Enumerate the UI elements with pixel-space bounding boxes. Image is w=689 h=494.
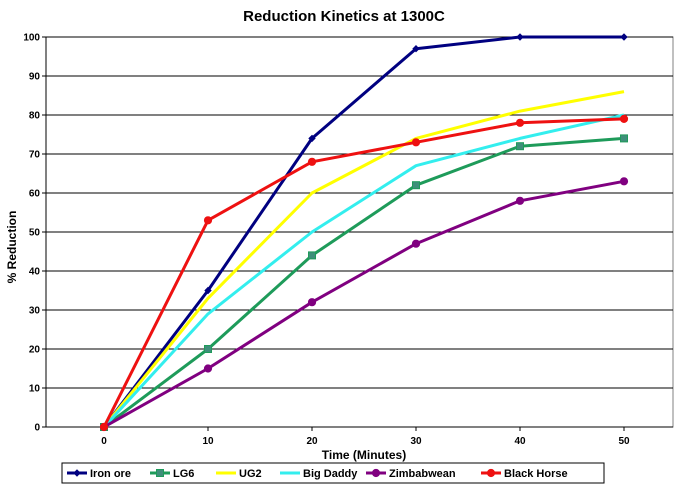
legend-label: UG2 — [239, 468, 262, 480]
series-line-zimbabwean — [103, 179, 625, 429]
legend-label: Iron ore — [90, 468, 131, 480]
series-black-horse — [99, 114, 629, 432]
legend-item-ug2: UG2 — [216, 468, 262, 480]
legend-item-iron-ore: Iron ore — [67, 468, 131, 480]
data-point-lg6 — [412, 181, 420, 190]
series-big-daddy — [102, 113, 625, 429]
legend-item-big-daddy: Big Daddy — [280, 468, 358, 480]
data-point-iron-ore — [412, 44, 420, 53]
y-axis-label: % Reduction — [5, 211, 19, 284]
series-ug2 — [102, 90, 625, 428]
y-tick-label: 40 — [29, 267, 41, 278]
y-tick-label: 20 — [29, 345, 41, 356]
series-line-black-horse — [102, 117, 625, 428]
data-point-iron-ore — [620, 33, 628, 41]
data-point-iron-ore — [204, 286, 212, 295]
legend-label: Big Daddy — [303, 468, 358, 480]
legend-label: Black Horse — [504, 468, 568, 480]
series-lines — [99, 33, 629, 432]
legend-label: LG6 — [173, 468, 194, 480]
series-line-big-daddy — [102, 113, 625, 429]
y-tick-labels: 0 10 20 30 40 50 60 70 80 90 100 — [23, 33, 46, 434]
x-axis-label: Time (Minutes) — [322, 448, 406, 462]
data-point-zimbabwean — [619, 177, 629, 186]
data-point-black-horse — [515, 118, 525, 127]
data-point-lg6 — [516, 142, 524, 151]
data-point-lg6 — [204, 345, 212, 353]
x-tick-label: 20 — [306, 436, 318, 447]
chart-title: Reduction Kinetics at 1300C — [243, 8, 445, 25]
legend-item-zimbabwean: Zimbabwean — [366, 468, 456, 480]
data-point-black-horse — [411, 138, 421, 147]
y-tick-label: 70 — [29, 150, 41, 161]
data-point-zimbabwean — [307, 298, 317, 307]
y-tick-label: 10 — [29, 384, 41, 395]
legend-item-lg6: LG6 — [150, 468, 194, 480]
legend-label: Zimbabwean — [389, 468, 456, 480]
data-point-black-horse — [619, 114, 629, 124]
data-point-iron-ore — [308, 134, 316, 143]
data-point-black-horse — [99, 422, 109, 432]
series-line-iron-ore — [102, 35, 624, 428]
series-line-lg6 — [103, 136, 625, 429]
y-tick-label: 30 — [29, 306, 41, 317]
legend-marker — [73, 469, 81, 477]
legend-marker — [156, 469, 164, 477]
data-point-black-horse — [203, 216, 213, 225]
y-tick-label: 100 — [23, 33, 40, 44]
x-tick-label: 50 — [618, 436, 630, 447]
data-point-zimbabwean — [203, 364, 213, 373]
data-point-iron-ore — [516, 33, 524, 41]
data-point-zimbabwean — [515, 196, 525, 205]
y-tick-label: 90 — [29, 72, 41, 83]
data-point-lg6 — [308, 251, 316, 260]
x-tick-label: 10 — [202, 436, 214, 447]
legend-box — [61, 462, 605, 484]
data-point-black-horse — [307, 157, 317, 166]
y-tick-label: 60 — [29, 189, 41, 200]
y-tick-label: 50 — [29, 228, 41, 239]
series-iron-ore — [100, 33, 628, 431]
series-line-ug2 — [102, 90, 625, 428]
x-tick-label: 30 — [410, 436, 422, 447]
x-tick-labels: 0 10 20 30 40 50 — [101, 427, 630, 447]
y-tick-label: 80 — [29, 111, 41, 122]
legend: Iron ore LG6 UG2 Big Daddy Zimbabwean Black H… — [67, 468, 568, 480]
y-tick-label: 0 — [34, 423, 40, 434]
x-tick-label: 0 — [101, 436, 107, 447]
legend-item-black-horse: Black Horse — [481, 468, 568, 480]
legend-marker — [486, 468, 496, 478]
data-point-zimbabwean — [411, 239, 421, 248]
legend-marker — [371, 468, 381, 478]
data-point-lg6 — [620, 134, 628, 143]
x-tick-label: 40 — [514, 436, 526, 447]
